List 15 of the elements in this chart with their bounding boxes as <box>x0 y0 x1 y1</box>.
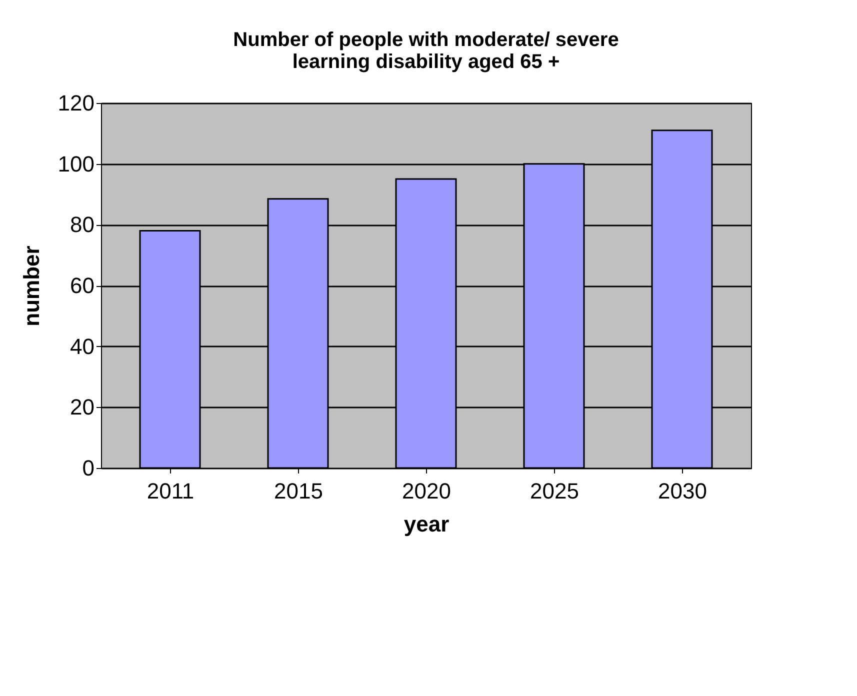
chart-title: Number of people with moderate/ severe learning disability aged 65 + <box>233 29 619 73</box>
x-tick-label: 2015 <box>274 478 323 504</box>
y-tick-label: 40 <box>70 334 94 359</box>
y-tick-label: 100 <box>58 151 94 176</box>
x-tick-label: 2030 <box>658 478 707 504</box>
x-axis-title: year <box>404 512 450 536</box>
x-tick-label: 2020 <box>402 478 451 504</box>
x-tick-label: 2025 <box>530 478 579 504</box>
y-tick-label: 0 <box>82 456 94 480</box>
y-axis-title: number <box>18 245 44 326</box>
y-tick-label: 20 <box>70 394 94 420</box>
y-tick-label: 120 <box>58 90 94 116</box>
y-tick-label: 80 <box>70 212 94 238</box>
y-tick-label: 60 <box>70 273 94 298</box>
x-tick-label: 2011 <box>146 478 194 504</box>
